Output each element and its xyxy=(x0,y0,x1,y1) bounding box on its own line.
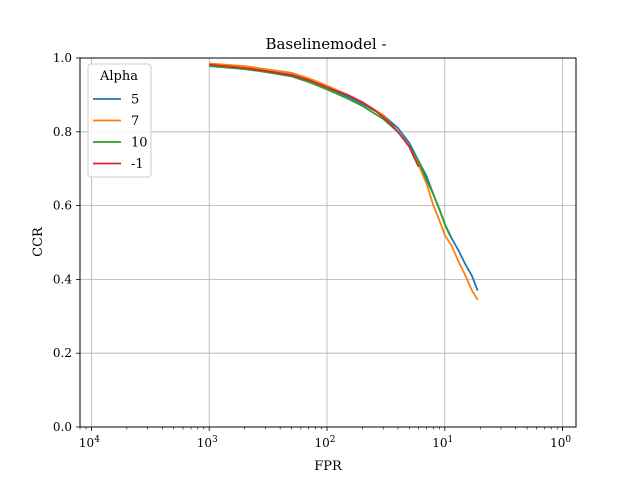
legend-label: 10 xyxy=(131,136,148,151)
y-tick-label: 0.4 xyxy=(53,272,72,286)
x-axis-label: FPR xyxy=(314,459,343,474)
x-tick-label: 104 xyxy=(79,435,100,450)
series-line-2 xyxy=(209,62,479,301)
x-tick-exponent: 1 xyxy=(448,435,454,445)
series-line-1 xyxy=(209,64,479,291)
y-axis-ticks: 0.0 0.2 0.4 0.6 0.8 1.0 xyxy=(53,51,80,434)
series-line-3 xyxy=(209,65,451,236)
legend-items: 5 7 10 -1 xyxy=(93,93,148,172)
x-tick-exponent: 3 xyxy=(212,435,218,445)
series-lines xyxy=(209,62,479,301)
x-tick-exponent: 0 xyxy=(565,435,571,445)
chart-title: Baselinemodel - xyxy=(265,35,386,53)
y-tick-label: 0.6 xyxy=(53,199,72,213)
x-tick-exponent: 4 xyxy=(94,435,100,445)
legend-label: -1 xyxy=(131,157,144,172)
grid-lines xyxy=(80,57,576,428)
x-tick-base: 10 xyxy=(197,436,212,450)
y-tick-label: 0.0 xyxy=(53,420,72,434)
plot-frame xyxy=(79,57,577,428)
x-tick-base: 10 xyxy=(432,436,447,450)
x-tick-base: 10 xyxy=(314,436,329,450)
x-tick-label: 102 xyxy=(314,435,335,450)
y-tick-label: 1.0 xyxy=(53,51,72,65)
x-tick-label: 103 xyxy=(197,435,218,450)
x-tick-base: 10 xyxy=(550,436,565,450)
y-tick-label: 0.8 xyxy=(53,125,72,139)
y-tick-label: 0.2 xyxy=(53,346,72,360)
x-tick-base: 10 xyxy=(79,436,94,450)
legend-title: Alpha xyxy=(99,69,138,84)
x-tick-exponent: 2 xyxy=(330,435,336,445)
y-axis-label: CCR xyxy=(31,226,46,257)
legend: Alpha 5 7 10 -1 xyxy=(87,63,152,178)
legend-label: 5 xyxy=(131,93,139,108)
x-tick-label: 101 xyxy=(432,435,453,450)
x-axis-ticks: 104 103 102 101 100 xyxy=(79,427,571,450)
series-line-4 xyxy=(209,63,420,168)
x-tick-label: 100 xyxy=(550,435,571,450)
legend-label: 7 xyxy=(131,114,139,129)
